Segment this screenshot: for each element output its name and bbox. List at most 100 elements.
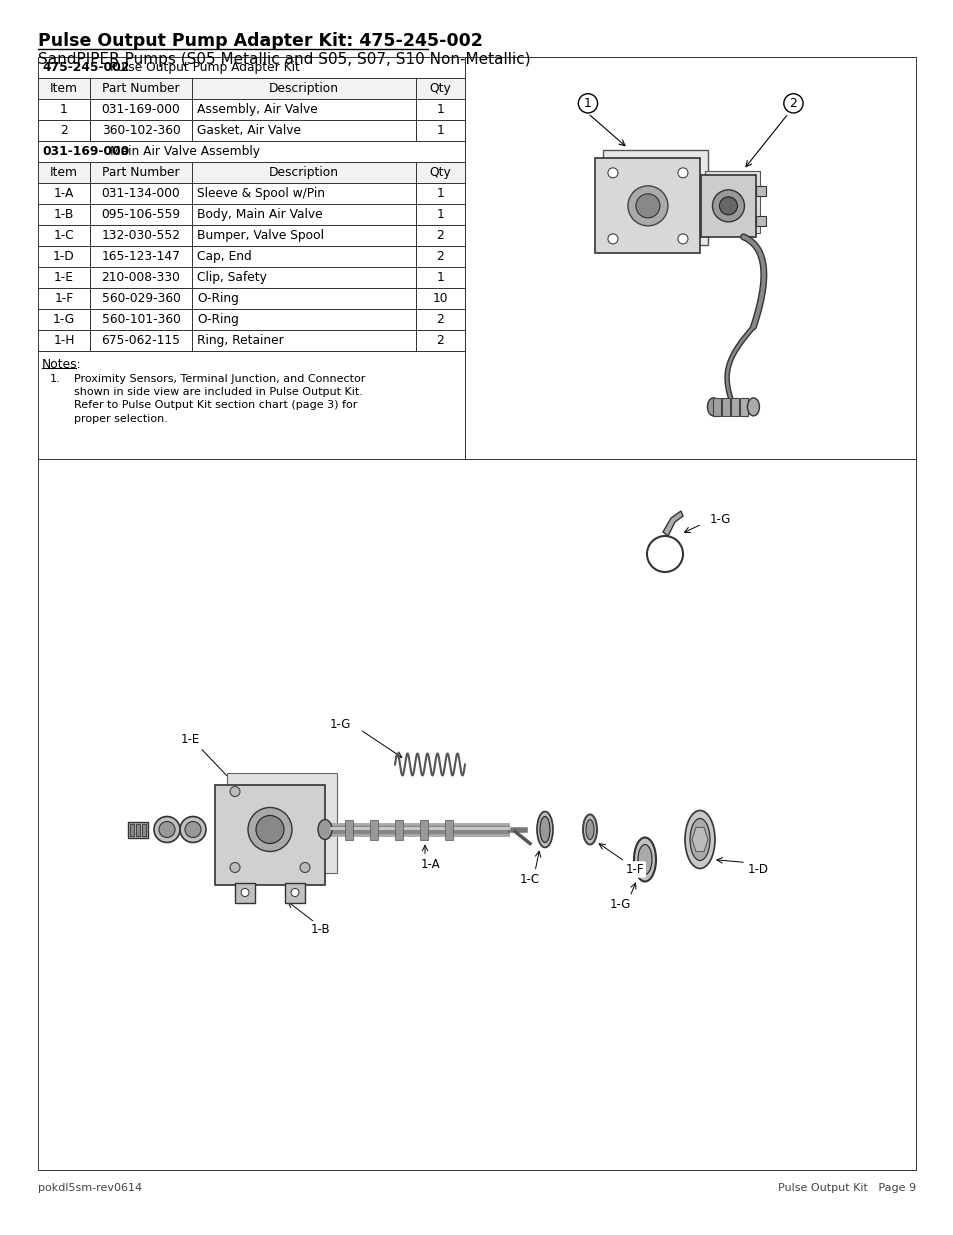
Text: Cap, End: Cap, End (196, 249, 252, 263)
Text: 2: 2 (436, 249, 444, 263)
Text: SandPIPER Pumps (S05 Metallic and S05, S07, S10 Non-Metallic): SandPIPER Pumps (S05 Metallic and S05, S… (38, 52, 530, 67)
Bar (90, 246, 192, 267)
Bar (90, 183, 192, 204)
Text: 1-H: 1-H (53, 333, 74, 347)
Text: 095-106-559: 095-106-559 (101, 207, 180, 221)
Text: 031-169-000: 031-169-000 (42, 144, 129, 158)
Circle shape (712, 190, 743, 222)
Bar (192, 162, 416, 183)
Bar (38, 225, 90, 246)
Bar (38, 309, 90, 330)
Bar (142, 824, 146, 836)
Bar (38, 351, 464, 459)
Text: 1-D: 1-D (747, 863, 768, 876)
Text: 1-A: 1-A (53, 186, 74, 200)
Bar (90, 288, 192, 309)
Bar (90, 309, 192, 330)
Bar (136, 824, 140, 836)
Bar (416, 120, 464, 141)
Text: Part Number: Part Number (102, 165, 179, 179)
Text: O-Ring: O-Ring (196, 312, 238, 326)
Circle shape (291, 888, 298, 897)
Text: 2: 2 (436, 228, 444, 242)
Text: 1-E: 1-E (180, 734, 199, 746)
Circle shape (153, 816, 180, 842)
Bar (38, 99, 90, 120)
Text: Proximity Sensors, Terminal Junction, and Connector
shown in side view are inclu: Proximity Sensors, Terminal Junction, an… (74, 374, 365, 424)
Text: Body, Main Air Valve: Body, Main Air Valve (196, 207, 322, 221)
Bar (416, 225, 464, 246)
Bar (128, 821, 148, 837)
Text: 1-F: 1-F (625, 863, 643, 876)
Bar (192, 99, 416, 120)
Bar (416, 204, 464, 225)
Ellipse shape (585, 820, 594, 840)
Bar (192, 246, 416, 267)
Bar (464, 57, 915, 459)
Bar (192, 183, 416, 204)
Bar (416, 99, 464, 120)
Ellipse shape (539, 816, 550, 842)
Text: 475-245-002: 475-245-002 (42, 61, 130, 74)
Circle shape (607, 168, 618, 178)
Text: 2: 2 (60, 124, 68, 137)
Bar (38, 120, 90, 141)
Bar (416, 162, 464, 183)
Text: 1-F: 1-F (54, 291, 73, 305)
Bar (416, 267, 464, 288)
Bar (38, 288, 90, 309)
Circle shape (230, 787, 240, 797)
Bar (38, 183, 90, 204)
Ellipse shape (707, 398, 719, 416)
Bar (192, 225, 416, 246)
Bar (38, 78, 90, 99)
Text: Assembly, Air Valve: Assembly, Air Valve (196, 103, 317, 116)
Bar (416, 288, 464, 309)
Text: Part Number: Part Number (102, 82, 179, 95)
Text: 1: 1 (436, 103, 444, 116)
Text: 031-134-000: 031-134-000 (102, 186, 180, 200)
Text: 360-102-360: 360-102-360 (102, 124, 180, 137)
Text: Pulse Output Pump Adapter Kit: Pulse Output Pump Adapter Kit (110, 61, 299, 74)
Circle shape (719, 196, 737, 215)
Text: Bumper, Valve Spool: Bumper, Valve Spool (196, 228, 324, 242)
Bar (192, 120, 416, 141)
Bar (90, 225, 192, 246)
Text: Qty: Qty (429, 82, 451, 95)
Text: 1: 1 (436, 207, 444, 221)
Bar (731, 398, 739, 416)
Text: 1: 1 (436, 186, 444, 200)
Text: 1-G: 1-G (609, 898, 630, 911)
Text: 132-030-552: 132-030-552 (101, 228, 180, 242)
Bar (419, 820, 428, 840)
Text: Main Air Valve Assembly: Main Air Valve Assembly (110, 144, 260, 158)
Circle shape (607, 233, 618, 243)
Polygon shape (691, 827, 707, 852)
Bar (90, 99, 192, 120)
Text: Item: Item (50, 165, 78, 179)
Bar (130, 824, 133, 836)
Bar (38, 246, 90, 267)
Bar (755, 185, 765, 196)
Text: Notes:: Notes: (42, 358, 82, 370)
Text: Sleeve & Spool w/Pin: Sleeve & Spool w/Pin (196, 186, 325, 200)
Text: Description: Description (269, 165, 338, 179)
Bar (416, 78, 464, 99)
Bar (38, 57, 464, 78)
Bar (595, 158, 700, 253)
Circle shape (180, 816, 206, 842)
Text: 1.: 1. (50, 374, 61, 384)
Text: 1-D: 1-D (53, 249, 74, 263)
Bar (192, 288, 416, 309)
Bar (192, 309, 416, 330)
Bar (38, 267, 90, 288)
Text: pokdl5sm-rev0614: pokdl5sm-rev0614 (38, 1183, 142, 1193)
Bar (38, 141, 464, 162)
Ellipse shape (746, 398, 759, 416)
Text: Pulse Output Kit   Page 9: Pulse Output Kit Page 9 (777, 1183, 915, 1193)
Text: 2: 2 (789, 96, 797, 110)
Bar (370, 820, 377, 840)
Ellipse shape (537, 811, 553, 847)
Circle shape (185, 821, 201, 837)
Bar (395, 820, 402, 840)
